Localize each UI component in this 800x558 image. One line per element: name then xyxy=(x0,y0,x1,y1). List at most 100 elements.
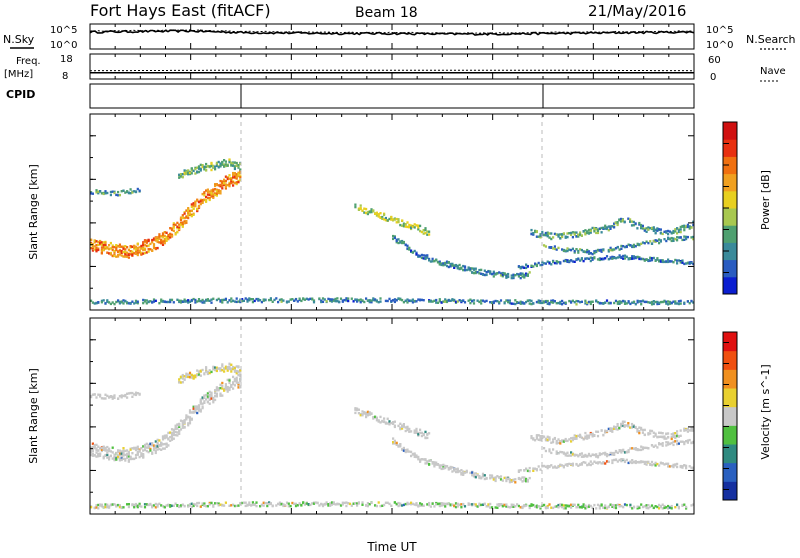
echo-cell xyxy=(318,297,320,299)
echo-cell xyxy=(473,302,475,304)
echo-cell xyxy=(604,462,606,464)
colorbar-swatch xyxy=(723,388,737,407)
echo-cell xyxy=(115,458,117,460)
echo-cell xyxy=(97,301,99,303)
echo-cell xyxy=(530,300,532,302)
echo-cell xyxy=(202,407,204,409)
echo-cell xyxy=(175,233,177,235)
echo-cell xyxy=(379,300,381,302)
echo-cell xyxy=(550,452,552,454)
echo-cell xyxy=(676,430,678,432)
colorbar-swatch xyxy=(723,444,737,463)
echo-cell xyxy=(424,458,426,460)
freq-tick-bottom: 8 xyxy=(62,71,68,82)
echo-cell xyxy=(322,301,324,303)
echo-cell xyxy=(144,506,146,508)
echo-cell xyxy=(597,232,599,234)
echo-cell xyxy=(439,298,441,300)
echo-cell xyxy=(158,439,160,441)
echo-cell xyxy=(209,403,211,405)
time-axis xyxy=(90,24,694,514)
echo-cell xyxy=(376,417,378,419)
echo-cell xyxy=(196,412,198,414)
echo-cell xyxy=(290,505,292,507)
echo-cell xyxy=(680,300,682,302)
echo-cell xyxy=(566,452,568,454)
echo-cell xyxy=(182,226,184,228)
echo-cell xyxy=(505,503,507,505)
echo-cell xyxy=(338,301,340,303)
echo-cell xyxy=(225,180,227,182)
mhz-label: [MHz] xyxy=(4,69,33,80)
echo-cell xyxy=(406,426,408,428)
echo-cell xyxy=(151,442,153,444)
echo-cell xyxy=(559,261,561,263)
echo-cell xyxy=(363,301,365,303)
echo-cell xyxy=(500,475,502,477)
echo-cell xyxy=(397,238,399,240)
echo-cell xyxy=(236,162,238,164)
echo-cell xyxy=(575,438,577,440)
echo-cell xyxy=(574,504,576,506)
echo-cell xyxy=(140,505,142,507)
echo-cell xyxy=(379,212,381,214)
echo-cell xyxy=(529,271,531,273)
echo-cell xyxy=(223,504,225,506)
echo-cell xyxy=(232,376,234,378)
echo-cell xyxy=(656,446,658,448)
echo-cell xyxy=(583,260,585,262)
echo-cell xyxy=(360,207,362,209)
echo-cell xyxy=(671,438,673,440)
echo-cell xyxy=(581,234,583,236)
echo-cell xyxy=(243,300,245,302)
echo-cell xyxy=(370,412,372,414)
echo-cell xyxy=(228,174,230,176)
echo-cell xyxy=(128,453,130,455)
echo-cell xyxy=(520,469,522,471)
echo-cell xyxy=(142,456,144,458)
echo-cell xyxy=(651,243,653,245)
echo-cell xyxy=(563,466,565,468)
echo-cell xyxy=(680,231,682,233)
echo-cell xyxy=(155,300,157,302)
echo-cell xyxy=(689,439,691,441)
echo-cell xyxy=(543,447,545,449)
cpid-segments xyxy=(241,84,543,108)
echo-cell xyxy=(460,506,462,508)
echo-cell xyxy=(131,396,133,398)
echo-cell xyxy=(660,239,662,241)
echo-cell xyxy=(550,232,552,234)
echo-cell xyxy=(502,479,504,481)
echo-cell xyxy=(110,455,112,457)
echo-cell xyxy=(376,505,378,507)
echo-cell xyxy=(128,460,130,462)
nsky-label: N.Sky xyxy=(3,33,35,46)
echo-cell xyxy=(552,236,554,238)
velocity-colorbar-label: Velocity [m s^-1] xyxy=(759,364,772,459)
echo-cell xyxy=(336,297,338,299)
echo-cell xyxy=(282,299,284,301)
echo-cell xyxy=(459,264,461,266)
echo-cell xyxy=(656,257,658,259)
echo-cell xyxy=(187,207,189,209)
echo-cell xyxy=(538,465,540,467)
echo-cell xyxy=(284,504,286,506)
echo-cell xyxy=(137,254,139,256)
echo-cell xyxy=(548,436,550,438)
echo-cell xyxy=(505,480,507,482)
echo-cell xyxy=(203,502,205,504)
echo-cell xyxy=(484,503,486,505)
echo-cell xyxy=(529,507,531,509)
echo-cell xyxy=(232,387,234,389)
echo-cell xyxy=(164,242,166,244)
nave-label: Nave xyxy=(760,66,786,77)
echo-cell xyxy=(184,378,186,380)
echo-cell xyxy=(406,221,408,223)
echo-cell xyxy=(584,462,586,464)
echo-cell xyxy=(113,394,115,396)
echo-cell xyxy=(184,426,186,428)
echo-cell xyxy=(536,230,538,232)
echo-cell xyxy=(406,245,408,247)
echo-cell xyxy=(680,435,682,437)
